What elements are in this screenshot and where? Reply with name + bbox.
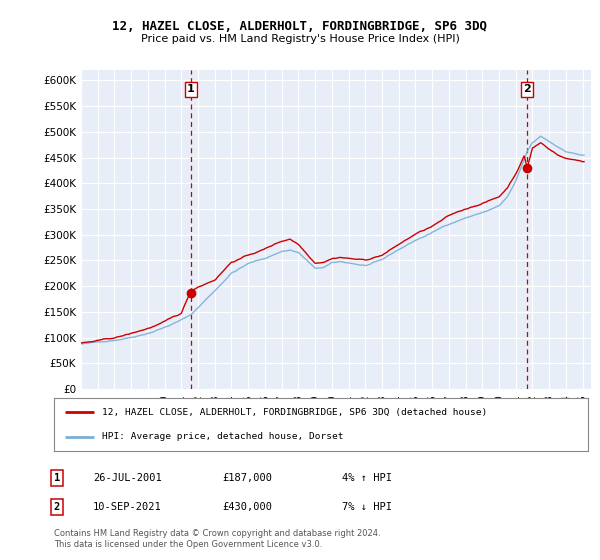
Text: 2: 2: [54, 502, 60, 512]
Text: 12, HAZEL CLOSE, ALDERHOLT, FORDINGBRIDGE, SP6 3DQ: 12, HAZEL CLOSE, ALDERHOLT, FORDINGBRIDG…: [113, 20, 487, 32]
Text: 12, HAZEL CLOSE, ALDERHOLT, FORDINGBRIDGE, SP6 3DQ (detached house): 12, HAZEL CLOSE, ALDERHOLT, FORDINGBRIDG…: [102, 408, 487, 417]
Text: 1: 1: [54, 473, 60, 483]
Text: 1: 1: [187, 85, 195, 95]
Text: 7% ↓ HPI: 7% ↓ HPI: [342, 502, 392, 512]
Text: HPI: Average price, detached house, Dorset: HPI: Average price, detached house, Dors…: [102, 432, 344, 441]
Text: Price paid vs. HM Land Registry's House Price Index (HPI): Price paid vs. HM Land Registry's House …: [140, 34, 460, 44]
Text: 2: 2: [523, 85, 531, 95]
Text: £187,000: £187,000: [222, 473, 272, 483]
Text: Contains HM Land Registry data © Crown copyright and database right 2024.
This d: Contains HM Land Registry data © Crown c…: [54, 529, 380, 549]
Text: 10-SEP-2021: 10-SEP-2021: [93, 502, 162, 512]
Text: 4% ↑ HPI: 4% ↑ HPI: [342, 473, 392, 483]
Text: £430,000: £430,000: [222, 502, 272, 512]
Text: 26-JUL-2001: 26-JUL-2001: [93, 473, 162, 483]
